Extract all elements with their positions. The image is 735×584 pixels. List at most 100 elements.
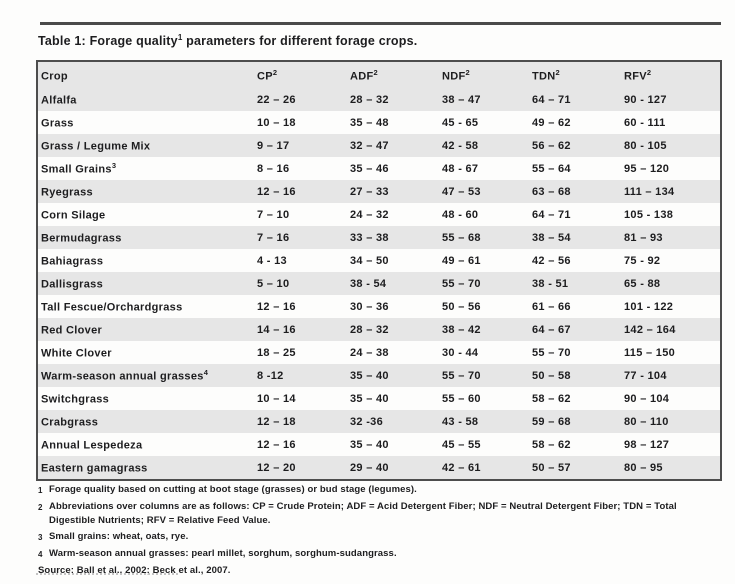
column-header-label: Crop (41, 70, 68, 83)
footnote-text: Forage quality based on cutting at boot … (49, 484, 417, 495)
crop-name: Ryegrass (41, 186, 93, 199)
table-body: Alfalfa 22 – 26 28 – 32 38 – 47 64 – 71 … (37, 88, 721, 480)
cp-value-cell: 7 – 10 (257, 208, 290, 221)
tdn-value-cell: 49 – 62 (532, 116, 571, 129)
crop-name: Small Grains (41, 163, 112, 176)
footnote-number: 3 (38, 533, 43, 542)
ndf-value-cell: 55 – 70 (442, 369, 481, 382)
table-row: Warm-season annual grasses4 8 -12 35 – 4… (37, 364, 721, 387)
crop-name: Dallisgrass (41, 278, 104, 291)
tdn-value-cell: 64 – 67 (532, 323, 571, 336)
cp-value-cell: 10 – 14 (257, 392, 296, 405)
title-footnote-ref: 1 (177, 33, 183, 42)
rfv-value-cell: 101 - 122 (624, 300, 674, 313)
column-header-footnote-ref: 2 (272, 67, 278, 77)
cp-value-cell: 12 – 16 (257, 185, 296, 198)
cp-value-cell: 5 – 10 (257, 277, 290, 290)
crop-name-cell: Eastern gamagrass (37, 456, 254, 480)
table-row: Small Grains3 8 – 16 35 – 46 48 - 67 55 … (37, 157, 721, 180)
crop-name: Warm-season annual grasses (41, 370, 204, 383)
crop-name-cell: Annual Lespedeza (37, 433, 254, 456)
adf-value-cell: 28 – 32 (350, 323, 389, 336)
crop-footnote-ref: 3 (111, 161, 117, 171)
ndf-value-cell: 38 – 42 (442, 323, 481, 336)
cp-value-cell: 7 – 16 (257, 231, 290, 244)
cp-value-cell: 18 – 25 (257, 346, 296, 359)
table-row: White Clover 18 – 25 24 – 38 30 - 44 55 … (37, 341, 721, 364)
crop-name: Grass / Legume Mix (41, 140, 151, 153)
table-row: Alfalfa 22 – 26 28 – 32 38 – 47 64 – 71 … (37, 88, 721, 111)
table-row: Grass 10 – 18 35 – 48 45 - 65 49 – 62 60… (37, 111, 721, 134)
footnote-number: 4 (38, 549, 43, 559)
cp-value-cell: 12 – 16 (257, 300, 296, 313)
rfv-value-cell: 80 - 105 (624, 139, 667, 152)
adf-value-cell: 28 – 32 (350, 93, 389, 106)
crop-name-cell: Warm-season annual grasses4 (37, 364, 254, 387)
rfv-value-cell: 80 – 95 (624, 461, 663, 474)
table-row: Red Clover 14 – 16 28 – 32 38 – 42 64 – … (37, 318, 721, 341)
column-header-label: TDN (532, 70, 556, 83)
rfv-value-cell: 65 - 88 (624, 277, 661, 290)
crop-name-cell: Grass (37, 111, 254, 134)
crop-name: Tall Fescue/Orchardgrass (41, 301, 183, 314)
tdn-value-cell: 63 – 68 (532, 185, 571, 198)
rfv-value-cell: 98 – 127 (624, 438, 670, 451)
adf-value-cell: 29 – 40 (350, 461, 389, 474)
ndf-value-cell: 30 - 44 (442, 346, 479, 359)
footnote: 2 Abbreviations over columns are as follo… (38, 500, 714, 528)
crop-name: Corn Silage (41, 209, 106, 222)
adf-value-cell: 32 – 47 (350, 139, 389, 152)
cp-value-cell: 22 – 26 (257, 93, 296, 106)
crop-name: Red Clover (41, 324, 103, 337)
crop-name-cell: Corn Silage (37, 203, 254, 226)
crop-name: White Clover (41, 347, 112, 360)
tdn-value-cell: 38 - 51 (532, 277, 569, 290)
adf-value-cell: 35 – 40 (350, 369, 389, 382)
rfv-value-cell: 77 - 104 (624, 369, 667, 382)
crop-name-cell: Tall Fescue/Orchardgrass (37, 295, 254, 318)
top-rule-divider (40, 22, 721, 25)
cp-value-cell: 10 – 18 (257, 116, 296, 129)
adf-value-cell: 35 – 40 (350, 438, 389, 451)
crop-name: Grass (41, 117, 74, 130)
crop-name-cell: White Clover (37, 341, 254, 364)
table-title-text: Table 1: Forage quality (38, 34, 178, 49)
forage-quality-table: Crop CP2 ADF2 NDF2 TDN2 RFV2 Alfalfa 22 … (36, 60, 722, 481)
crop-name-cell: Ryegrass (37, 180, 254, 203)
cp-value-cell: 14 – 16 (257, 323, 296, 336)
rfv-value-cell: 60 - 111 (624, 116, 666, 129)
adf-value-cell: 38 - 54 (350, 277, 387, 290)
column-header: ADF2 (347, 61, 439, 88)
rfv-value-cell: 75 - 92 (624, 254, 661, 267)
column-header: TDN2 (529, 61, 621, 88)
footnote: 3 Small grains: wheat, oats, rye. (38, 530, 714, 544)
tdn-value-cell: 58 – 62 (532, 438, 571, 451)
adf-value-cell: 35 – 46 (350, 162, 389, 175)
cp-value-cell: 8 -12 (257, 369, 284, 382)
adf-value-cell: 30 – 36 (350, 300, 389, 313)
ndf-value-cell: 45 - 65 (442, 116, 479, 129)
adf-value-cell: 34 – 50 (350, 254, 389, 267)
column-header-label: NDF (442, 70, 466, 83)
adf-value-cell: 32 -36 (350, 415, 383, 428)
tdn-value-cell: 50 – 57 (532, 461, 571, 474)
rfv-value-cell: 90 - 127 (624, 93, 667, 106)
adf-value-cell: 35 – 40 (350, 392, 389, 405)
ndf-value-cell: 48 - 60 (442, 208, 479, 221)
table-row: Eastern gamagrass 12 – 20 29 – 40 42 – 6… (37, 456, 721, 480)
tdn-value-cell: 56 – 62 (532, 139, 571, 152)
crop-name: Switchgrass (41, 393, 110, 406)
footnotes-section: 1 Forage quality based on cutting at boot… (38, 483, 714, 578)
ndf-value-cell: 49 – 61 (442, 254, 481, 267)
tdn-value-cell: 64 – 71 (532, 93, 571, 106)
crop-name-cell: Switchgrass (37, 387, 254, 410)
crop-name: Alfalfa (41, 94, 77, 107)
rfv-value-cell: 95 – 120 (624, 162, 670, 175)
footnote-number: 1 (38, 486, 43, 495)
rfv-value-cell: 90 – 104 (624, 392, 670, 405)
tdn-value-cell: 58 – 62 (532, 392, 571, 405)
rfv-value-cell: 142 – 164 (624, 323, 676, 336)
table-row: Bermudagrass 7 – 16 33 – 38 55 – 68 38 –… (37, 226, 721, 249)
crop-name-cell: Small Grains3 (37, 157, 254, 180)
